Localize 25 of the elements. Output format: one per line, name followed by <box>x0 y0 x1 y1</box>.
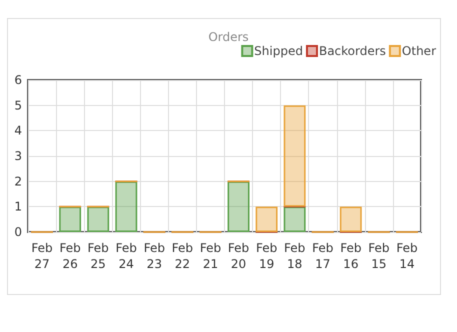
x-tick-label: Feb 26 <box>59 241 81 271</box>
x-tick-label: Feb 27 <box>31 241 53 271</box>
legend-label: Other <box>402 44 436 58</box>
y-tick-label: 4 <box>14 124 22 138</box>
legend-label: Backorders <box>318 44 386 58</box>
y-tick-label: 0 <box>14 225 22 239</box>
x-tick-label: Feb 22 <box>172 241 194 271</box>
x-tick-label: Feb 25 <box>88 241 109 271</box>
y-tick-label: 5 <box>14 98 22 112</box>
y-tick-label: 3 <box>14 149 22 163</box>
x-tick-label: Feb 20 <box>228 241 250 271</box>
x-tick-label: Feb 14 <box>396 241 418 271</box>
y-tick-label: 6 <box>14 73 22 87</box>
y-tick-label: 2 <box>14 174 22 188</box>
x-tick-label: Feb 19 <box>256 241 278 271</box>
x-tick-label: Feb 16 <box>340 241 362 271</box>
x-tick-label: Feb 24 <box>116 241 137 271</box>
x-tick-label: Feb 23 <box>144 241 165 271</box>
legend-label: Shipped <box>254 44 303 58</box>
x-tick-label: Feb 17 <box>312 241 334 271</box>
x-tick-label: Feb 18 <box>284 241 306 271</box>
chart-title: Orders <box>208 30 249 44</box>
y-tick-label: 1 <box>14 200 22 214</box>
x-tick-label: Feb 15 <box>368 241 390 271</box>
x-tick-label: Feb 21 <box>200 241 222 271</box>
